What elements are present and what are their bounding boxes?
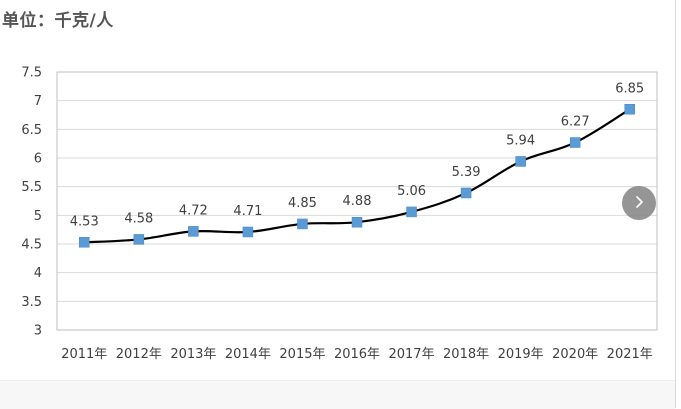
x-tick-label: 2021年 bbox=[607, 347, 653, 362]
y-tick-label: 5 bbox=[34, 209, 42, 224]
panel-border bbox=[675, 0, 676, 408]
x-axis-ticks: 2011年 2012年 2013年 2014年 2015年 2016年 2017年 2018年… bbox=[61, 347, 653, 362]
data-point bbox=[515, 156, 526, 167]
x-tick-label: 2015年 bbox=[279, 347, 325, 362]
y-tick-label: 4.5 bbox=[21, 238, 42, 253]
x-tick-label: 2011年 bbox=[61, 347, 107, 362]
x-tick-label: 2016年 bbox=[334, 347, 380, 362]
chevron-right-icon bbox=[632, 194, 646, 213]
x-tick-label: 2013年 bbox=[170, 347, 216, 362]
x-tick-label: 2019年 bbox=[498, 347, 544, 362]
data-labels: 4.53 4.58 4.72 4.71 4.85 4.88 5.06 5.39 5.94 6.27… bbox=[70, 81, 644, 229]
data-label: 6.85 bbox=[615, 81, 644, 96]
data-label: 6.27 bbox=[561, 115, 590, 130]
data-point bbox=[624, 104, 635, 115]
data-point bbox=[133, 234, 145, 245]
unit-label: 单位：千克/人 bbox=[2, 11, 114, 31]
data-point bbox=[297, 218, 308, 230]
data-point bbox=[569, 137, 581, 148]
data-label: 4.58 bbox=[124, 211, 153, 226]
x-tick-label: 2017年 bbox=[388, 347, 434, 362]
y-tick-label: 4 bbox=[34, 266, 42, 281]
data-point bbox=[188, 226, 199, 237]
data-point bbox=[79, 237, 90, 248]
data-label: 4.53 bbox=[70, 214, 99, 229]
data-label: 4.85 bbox=[288, 196, 317, 211]
data-label: 5.06 bbox=[397, 184, 426, 199]
y-tick-label: 5.5 bbox=[21, 180, 42, 195]
y-tick-label: 6 bbox=[34, 152, 42, 167]
y-tick-label: 3 bbox=[34, 324, 42, 339]
y-tick-label: 6.5 bbox=[21, 123, 42, 138]
data-point bbox=[351, 216, 363, 228]
series-markers bbox=[79, 104, 635, 248]
y-tick-label: 3.5 bbox=[21, 295, 42, 310]
y-axis-ticks: 3 3.5 4 4.5 5 5.5 6 6.5 7 7.5 bbox=[21, 66, 42, 339]
data-label: 4.88 bbox=[343, 194, 372, 209]
data-label: 4.71 bbox=[233, 204, 262, 219]
data-point bbox=[242, 226, 254, 238]
y-tick-label: 7 bbox=[34, 94, 42, 109]
next-button[interactable] bbox=[622, 186, 656, 220]
bottom-band bbox=[0, 380, 675, 409]
x-tick-label: 2018年 bbox=[443, 347, 489, 362]
x-tick-label: 2014年 bbox=[225, 347, 271, 362]
data-label: 4.72 bbox=[179, 203, 208, 218]
x-tick-label: 2012年 bbox=[116, 347, 162, 362]
data-point bbox=[406, 206, 417, 218]
data-label: 5.94 bbox=[506, 133, 535, 148]
plot-area bbox=[56, 71, 658, 331]
x-tick-label: 2020年 bbox=[552, 347, 598, 362]
data-point bbox=[460, 187, 472, 199]
data-label: 5.39 bbox=[452, 165, 481, 180]
y-tick-label: 7.5 bbox=[21, 66, 42, 81]
